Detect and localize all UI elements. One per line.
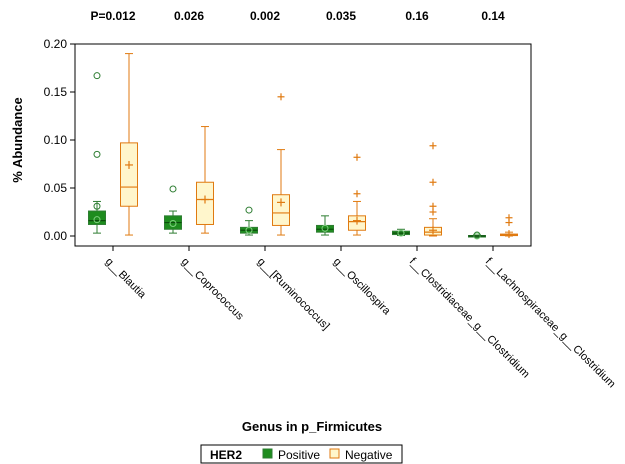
x-category-label: g__[Ruminococcus] xyxy=(255,256,332,333)
box-iqr xyxy=(272,194,290,226)
p-value-label: 0.035 xyxy=(326,9,356,23)
outlier-point xyxy=(473,231,481,239)
y-tick-label: 0.20 xyxy=(44,37,68,51)
y-tick-label: 0.15 xyxy=(44,85,68,99)
outlier-point xyxy=(169,185,177,193)
box-negative xyxy=(120,53,138,236)
box-negative xyxy=(196,126,214,234)
legend-swatch-positive xyxy=(262,448,273,459)
mean-marker xyxy=(93,216,101,224)
x-category-labels: g__Blautia g__Coprococcus g__[Ruminococcus… xyxy=(103,246,618,390)
p-value-label: 0.14 xyxy=(481,9,505,23)
box-positive xyxy=(164,185,182,234)
outlier-point xyxy=(93,72,101,80)
x-category-label: g__Oscillospira xyxy=(331,256,393,318)
box-positive xyxy=(316,215,334,236)
x-category-label: f__Clostridiaceae_g__Clostridium xyxy=(407,256,532,381)
x-category-label: f__Lachnospiraceae_g__Clostridium xyxy=(483,256,618,391)
box-iqr xyxy=(120,142,138,207)
p-values-row: P=0.012 0.026 0.002 0.035 0.16 0.14 xyxy=(90,9,505,23)
p-value-label: P=0.012 xyxy=(90,9,135,23)
y-tick-label: 0.05 xyxy=(44,181,68,195)
mean-marker xyxy=(245,226,253,234)
y-axis-label: % Abundance xyxy=(10,97,25,182)
box-positive xyxy=(88,72,106,234)
legend-frame xyxy=(200,444,403,464)
p-value-label: 0.026 xyxy=(174,9,204,23)
x-category-label: g__Blautia xyxy=(103,256,149,302)
legend-label-negative: Negative xyxy=(345,448,393,462)
y-axis: 0.00 0.05 0.10 0.15 0.20 xyxy=(44,37,75,243)
box-positive xyxy=(240,206,258,236)
plot-frame xyxy=(74,43,532,247)
x-category-label: g__Coprococcus xyxy=(179,256,246,323)
y-tick-label: 0.00 xyxy=(44,229,68,243)
box-series xyxy=(88,53,518,240)
mean-marker xyxy=(321,224,329,232)
outlier-point xyxy=(93,150,101,158)
box-positive xyxy=(468,231,486,240)
box-positive xyxy=(392,228,410,237)
box-negative xyxy=(500,214,518,239)
outlier-point xyxy=(93,202,101,210)
box-negative xyxy=(348,153,366,236)
p-value-label: 0.002 xyxy=(250,9,280,23)
legend: HER2 Positive Negative xyxy=(200,444,403,464)
box-negative xyxy=(272,93,290,236)
legend-swatch-negative xyxy=(329,448,340,459)
x-axis-label: Genus in p_Firmicutes xyxy=(242,419,382,434)
y-tick-label: 0.10 xyxy=(44,133,68,147)
box-negative xyxy=(424,142,442,237)
p-value-label: 0.16 xyxy=(405,9,429,23)
mean-marker xyxy=(397,229,405,237)
outlier-point xyxy=(245,206,253,214)
legend-label-positive: Positive xyxy=(278,448,320,462)
legend-title: HER2 xyxy=(210,448,242,462)
mean-marker xyxy=(169,220,177,228)
